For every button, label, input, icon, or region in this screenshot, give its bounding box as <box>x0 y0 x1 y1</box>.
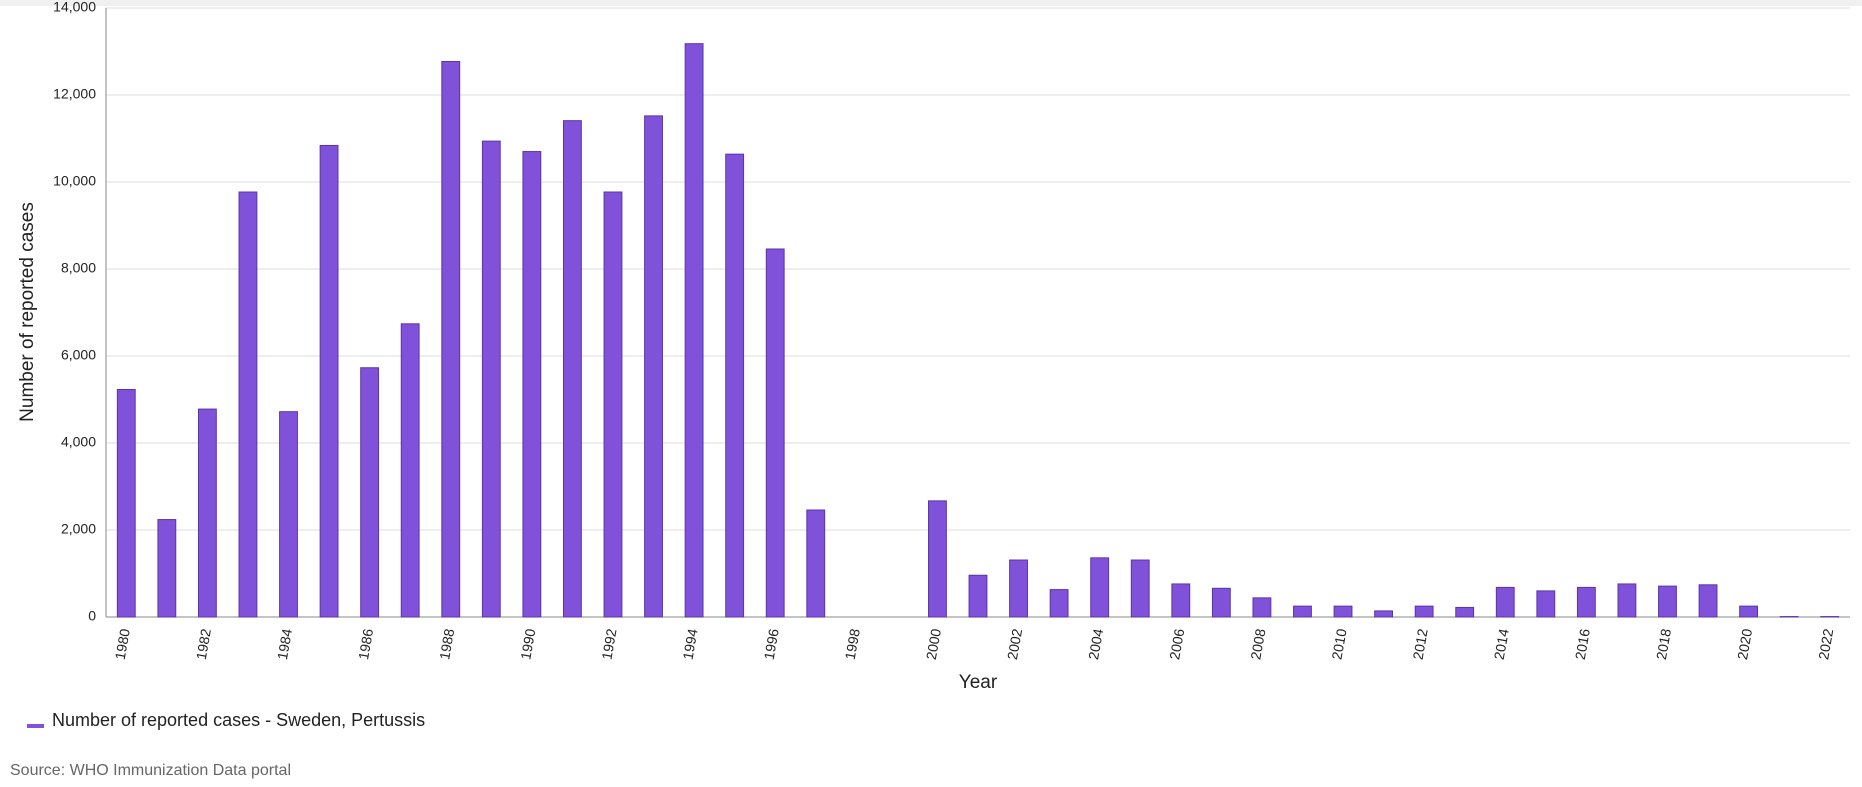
bar <box>1374 610 1394 618</box>
bar <box>481 140 501 618</box>
bar <box>725 153 745 618</box>
bar <box>319 144 339 618</box>
bar <box>279 411 298 618</box>
x-tick-label: 2000 <box>923 627 944 661</box>
x-tick-label: 1980 <box>112 627 133 661</box>
bar <box>684 43 704 618</box>
x-tick-label: 1996 <box>761 627 782 661</box>
bar <box>360 367 380 618</box>
bar <box>928 500 947 618</box>
bar <box>1333 605 1353 618</box>
bar <box>116 388 136 618</box>
bar <box>1495 586 1515 618</box>
x-tick-label: 2004 <box>1085 627 1106 661</box>
y-axis-title: Number of reported cases <box>17 202 38 422</box>
bar <box>1739 605 1759 618</box>
bar <box>1698 584 1718 618</box>
x-tick-label: 1994 <box>680 627 701 661</box>
y-tick-label: 4,000 <box>61 434 96 450</box>
x-tick-label: 2008 <box>1247 627 1268 661</box>
bar <box>1536 590 1556 618</box>
x-tick-label: 2010 <box>1328 627 1349 661</box>
bar <box>1090 557 1110 618</box>
bar <box>197 408 217 618</box>
y-tick-label: 14,000 <box>53 0 96 15</box>
bar <box>1049 589 1069 618</box>
y-tick-label: 12,000 <box>53 86 96 102</box>
bar <box>1171 583 1191 618</box>
bar <box>1009 559 1028 618</box>
bar <box>603 191 623 618</box>
x-tick-label: 2006 <box>1166 627 1187 661</box>
legend-swatch <box>27 724 44 728</box>
bar <box>1211 587 1231 618</box>
bar <box>1617 583 1637 618</box>
bar <box>1576 586 1596 618</box>
x-tick-label: 2014 <box>1491 627 1512 661</box>
bar <box>1455 606 1475 618</box>
bar <box>238 191 258 618</box>
x-tick-label: 2012 <box>1410 627 1431 661</box>
bar <box>562 120 582 618</box>
bar <box>806 509 826 618</box>
x-tick-label: 2002 <box>1004 627 1025 661</box>
bar <box>1658 585 1677 618</box>
y-tick-label: 2,000 <box>61 521 96 537</box>
bar <box>968 574 988 618</box>
x-tick-label: 2016 <box>1572 627 1593 661</box>
bar <box>157 519 177 618</box>
source: Source: WHO Immunization Data portal <box>10 762 291 779</box>
bar <box>644 115 663 618</box>
bar <box>1414 605 1434 618</box>
x-tick-label: 1992 <box>598 627 619 661</box>
legend-label: Number of reported cases - Sweden, Pertu… <box>52 710 425 730</box>
x-tick-label: 1984 <box>274 627 295 661</box>
top-bar <box>0 0 1862 6</box>
x-tick-label: 1986 <box>355 627 376 661</box>
x-tick-label: 1990 <box>517 627 538 661</box>
x-axis-title: Year <box>959 672 998 693</box>
x-tick-label: 2020 <box>1734 627 1755 661</box>
x-tick-label: 1988 <box>436 627 457 661</box>
bar <box>765 248 785 618</box>
bar <box>1293 605 1312 618</box>
y-tick-label: 0 <box>88 608 96 624</box>
bar <box>1252 597 1272 618</box>
x-tick-label: 1998 <box>842 627 863 661</box>
bar <box>522 151 542 618</box>
y-tick-label: 6,000 <box>61 347 96 363</box>
x-tick-label: 1982 <box>193 627 214 661</box>
y-tick-label: 10,000 <box>53 173 96 189</box>
x-tick-label: 2018 <box>1653 627 1674 661</box>
bar <box>441 61 461 618</box>
bar <box>1130 559 1150 618</box>
x-tick-label: 2022 <box>1815 627 1836 661</box>
y-tick-label: 8,000 <box>61 260 96 276</box>
bar <box>400 323 420 618</box>
